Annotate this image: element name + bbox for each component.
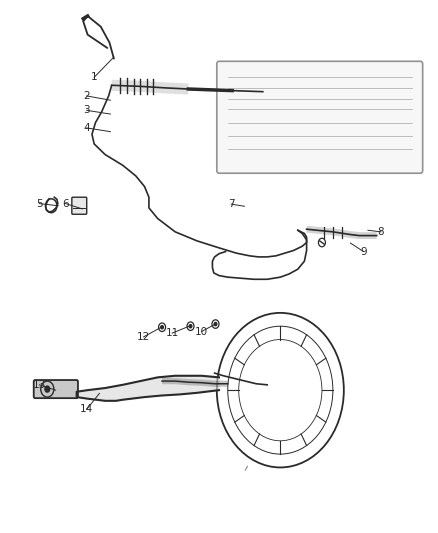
Text: 11: 11 — [166, 328, 179, 338]
Polygon shape — [77, 376, 219, 401]
Text: 3: 3 — [83, 106, 90, 115]
Text: 10: 10 — [195, 327, 208, 336]
Text: 13: 13 — [33, 380, 46, 390]
Text: 2: 2 — [83, 91, 90, 101]
Text: 4: 4 — [83, 123, 90, 133]
Circle shape — [214, 322, 217, 326]
Text: 14: 14 — [80, 405, 93, 414]
Text: 12: 12 — [137, 332, 150, 342]
Text: 6: 6 — [62, 199, 69, 208]
Text: 7: 7 — [228, 199, 235, 209]
FancyBboxPatch shape — [217, 61, 423, 173]
Text: 1: 1 — [91, 72, 98, 82]
FancyBboxPatch shape — [34, 380, 78, 398]
Text: 5: 5 — [36, 199, 43, 208]
Circle shape — [189, 325, 192, 328]
Text: 9: 9 — [360, 247, 367, 256]
Text: 8: 8 — [378, 227, 385, 237]
FancyBboxPatch shape — [72, 197, 87, 214]
Circle shape — [161, 326, 163, 329]
Circle shape — [44, 385, 50, 393]
